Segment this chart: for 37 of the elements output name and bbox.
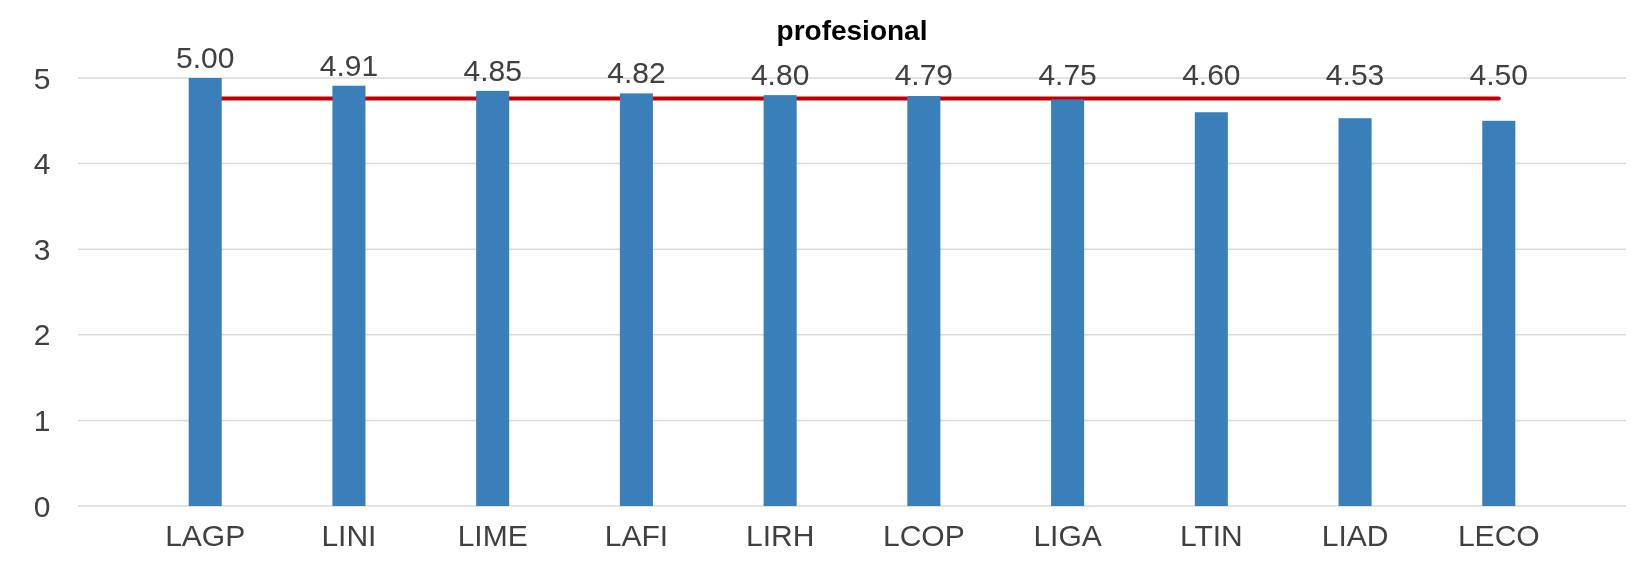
x-tick-label: LECO: [1457, 519, 1540, 552]
x-tick-label: LINI: [321, 519, 377, 552]
data-label: 4.53: [1325, 57, 1385, 91]
bar: [763, 95, 797, 506]
data-label: 4.82: [607, 56, 666, 90]
bar: [1482, 120, 1516, 506]
bar: [1051, 99, 1085, 506]
x-tick-label: LIRH: [745, 519, 815, 552]
data-label: 4.80: [750, 57, 810, 91]
y-tick-label: 5: [33, 61, 51, 95]
x-tick-label: LTIN: [1179, 519, 1243, 552]
x-tick-label: LIME: [457, 519, 528, 552]
bar: [619, 93, 653, 506]
bar: [188, 78, 222, 506]
y-tick-label: 3: [33, 232, 51, 266]
data-label: 5.00: [176, 41, 235, 74]
data-label: 4.79: [894, 57, 954, 91]
x-tick-label: LIGA: [1033, 519, 1102, 552]
x-tick-label: LAFI: [604, 519, 669, 552]
bar: [1194, 112, 1228, 506]
data-label: 4.50: [1469, 57, 1528, 91]
x-tick-label: LIAD: [1321, 519, 1389, 552]
data-label: 4.75: [1038, 57, 1097, 91]
y-tick-label: 1: [33, 403, 51, 437]
bar: [332, 85, 366, 506]
x-tick-label: LCOP: [883, 519, 965, 552]
bar: [1338, 118, 1372, 506]
data-label: 4.85: [463, 53, 522, 87]
x-tick-label: LAGP: [165, 519, 246, 552]
y-tick-label: 2: [33, 318, 51, 352]
y-tick-label: 0: [33, 489, 51, 523]
bar: [907, 95, 941, 506]
y-tick-label: 4: [33, 147, 51, 181]
chart-title: profesional: [776, 15, 928, 46]
bar: [476, 90, 510, 506]
data-label: 4.60: [1182, 57, 1241, 91]
data-label: 4.91: [319, 48, 379, 82]
